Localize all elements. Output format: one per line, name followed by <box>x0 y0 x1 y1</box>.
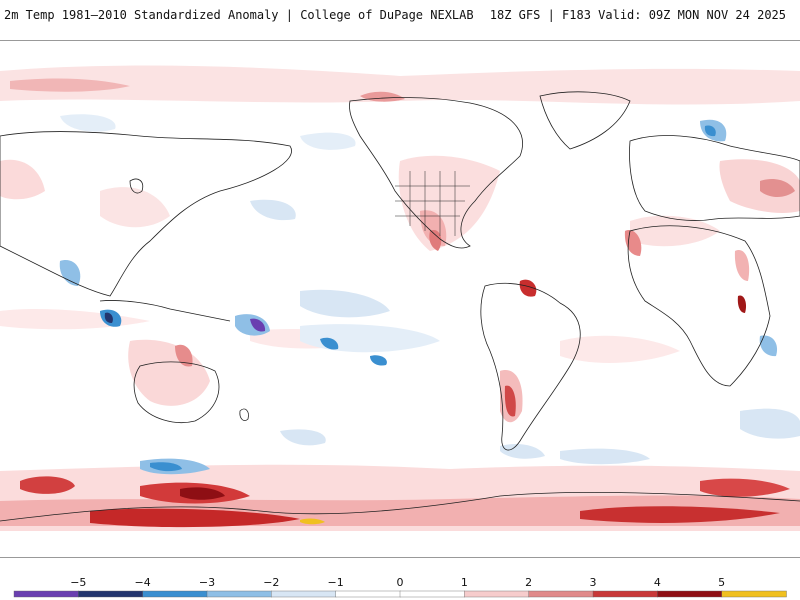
australia-outline <box>133 361 220 423</box>
colorbar-swatch <box>464 590 530 598</box>
colorbar-swatch <box>271 590 337 598</box>
map-title: 2m Temp 1981–2010 Standardized Anomaly |… <box>4 8 474 22</box>
new-zealand-outline <box>239 408 249 421</box>
model-run-label: 18Z GFS | F183 Valid: 09Z MON NOV 24 202… <box>489 8 786 22</box>
colorbar-swatch <box>399 590 466 598</box>
colorbar-tick-label: 0 <box>397 576 404 589</box>
colorbar-tick-label: −2 <box>263 576 279 589</box>
greenland-outline <box>539 91 631 150</box>
colorbar-tick-label: 2 <box>525 576 532 589</box>
colorbar-swatch <box>335 590 401 598</box>
header-bar: 2m Temp 1981–2010 Standardized Anomaly |… <box>0 0 800 40</box>
south-america-outline <box>480 282 581 451</box>
colorbar-swatches <box>13 590 787 598</box>
colorbar-swatch <box>206 590 273 598</box>
africa-outline <box>627 225 771 387</box>
colorbar-swatch <box>78 590 144 598</box>
colorbar-tick-label: −5 <box>70 576 86 589</box>
colorbar-tick-label: −3 <box>199 576 215 589</box>
colorbar-tick-label: 3 <box>590 576 597 589</box>
japan-outline <box>129 178 144 194</box>
colorbar: −5 −4 −3 −2 −1 0 1 2 3 4 5 <box>0 560 800 600</box>
antarctica-outline <box>0 492 800 522</box>
colorbar-swatch <box>721 590 787 598</box>
colorbar-tick-label: 5 <box>718 576 725 589</box>
map-canvas <box>0 65 800 531</box>
colorbar-tick-label: −1 <box>328 576 344 589</box>
colorbar-tick-label: 4 <box>654 576 661 589</box>
colorbar-swatch <box>657 590 723 598</box>
north-america-outline <box>349 97 523 249</box>
warm-anomaly-fields <box>0 65 800 531</box>
colorbar-swatch <box>592 590 659 598</box>
colorbar-swatch <box>528 590 594 598</box>
anomaly-map[interactable] <box>0 40 800 558</box>
colorbar-swatch <box>13 590 80 598</box>
colorbar-swatch <box>142 590 208 598</box>
colorbar-labels: −5 −4 −3 −2 −1 0 1 2 3 4 5 <box>70 576 725 589</box>
us-states-grid <box>395 171 470 236</box>
indonesia-outline <box>99 300 231 322</box>
continent-outlines <box>0 91 800 522</box>
cold-anomaly-fields <box>59 114 800 475</box>
colorbar-tick-label: −4 <box>135 576 151 589</box>
europe-outline <box>629 135 800 221</box>
asia-outline <box>0 131 292 297</box>
colorbar-tick-label: 1 <box>461 576 468 589</box>
